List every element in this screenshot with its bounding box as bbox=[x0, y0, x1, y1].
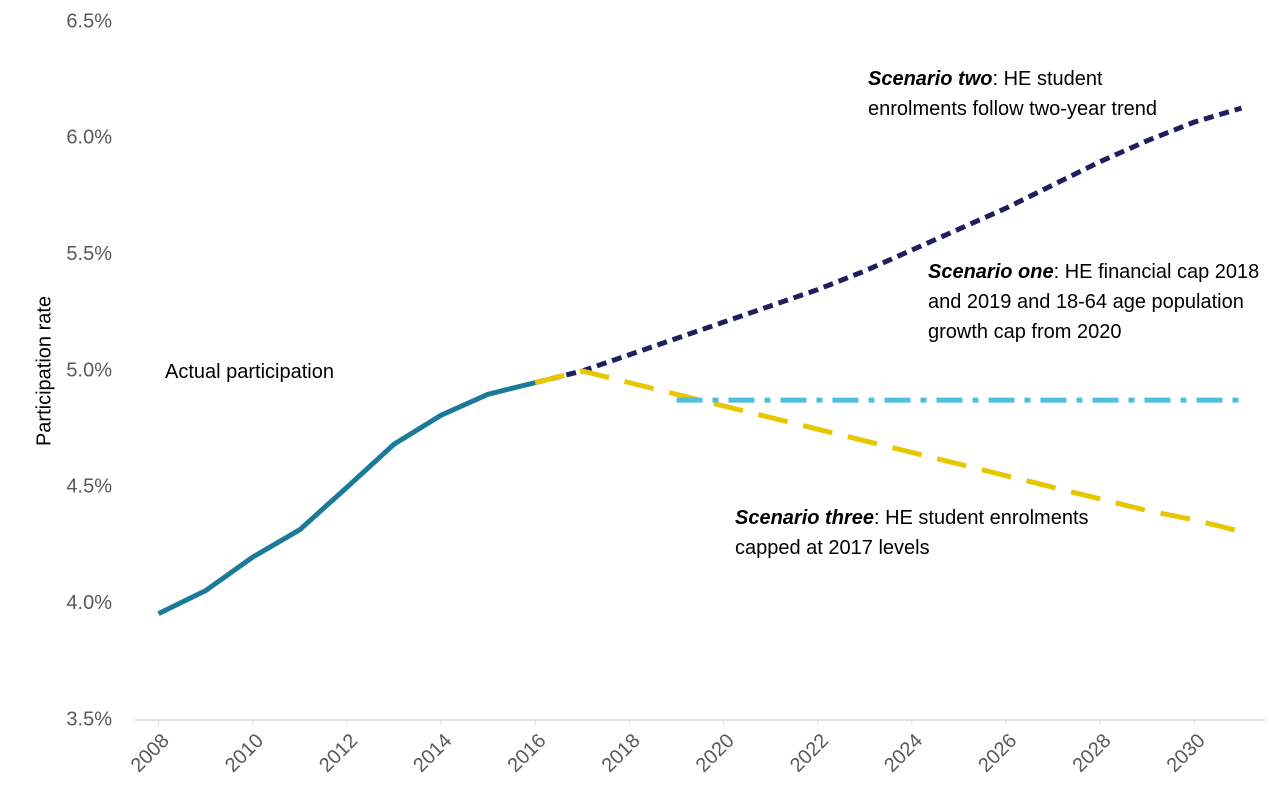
y-tick-label: 5.5% bbox=[66, 243, 112, 265]
annotation-bold: Scenario three bbox=[735, 507, 874, 529]
annotation: Scenario three: HE student enrolments ca… bbox=[735, 503, 1115, 563]
y-axis-label: Participation rate bbox=[33, 296, 55, 446]
x-tick-label: 2010 bbox=[221, 730, 268, 777]
y-tick-label: 4.0% bbox=[66, 592, 112, 614]
annotation: Scenario two: HE student enrolments foll… bbox=[868, 64, 1168, 124]
y-tick-label: 5.0% bbox=[66, 359, 112, 381]
y-tick-label: 6.5% bbox=[66, 10, 112, 32]
x-tick-label: 2020 bbox=[692, 730, 739, 777]
annotation-text: Actual participation bbox=[165, 361, 334, 383]
annotation-bold: Scenario one bbox=[928, 261, 1054, 283]
x-tick-label: 2024 bbox=[880, 730, 927, 777]
y-tick-label: 6.0% bbox=[66, 127, 112, 149]
annotation-text: : HE student enrolments capped at 2017 l… bbox=[735, 507, 1089, 559]
x-tick-label: 2018 bbox=[598, 730, 645, 777]
series-line bbox=[534, 368, 1243, 534]
annotation-bold: Scenario two bbox=[868, 68, 993, 90]
y-tick-label: 3.5% bbox=[66, 708, 112, 730]
x-tick-label: 2014 bbox=[409, 730, 456, 777]
series-line bbox=[157, 380, 536, 616]
x-tick-label: 2012 bbox=[315, 730, 362, 777]
annotation-text: : HE financial cap 2018 and 2019 and 18-… bbox=[928, 261, 1260, 343]
annotation: Scenario one: HE financial cap 2018 and … bbox=[928, 257, 1263, 347]
x-tick-label: 2028 bbox=[1068, 730, 1115, 777]
annotation-text: : HE student enrolments follow two-year … bbox=[868, 68, 1158, 120]
x-tick-label: 2026 bbox=[974, 730, 1021, 777]
x-tick-label: 2008 bbox=[127, 730, 174, 777]
y-tick-label: 4.5% bbox=[66, 476, 112, 498]
annotation: Actual participation bbox=[165, 357, 334, 387]
x-tick-label: 2030 bbox=[1163, 730, 1210, 777]
x-tick-label: 2022 bbox=[786, 730, 833, 777]
series-line bbox=[534, 105, 1243, 386]
x-tick-label: 2016 bbox=[503, 730, 550, 777]
